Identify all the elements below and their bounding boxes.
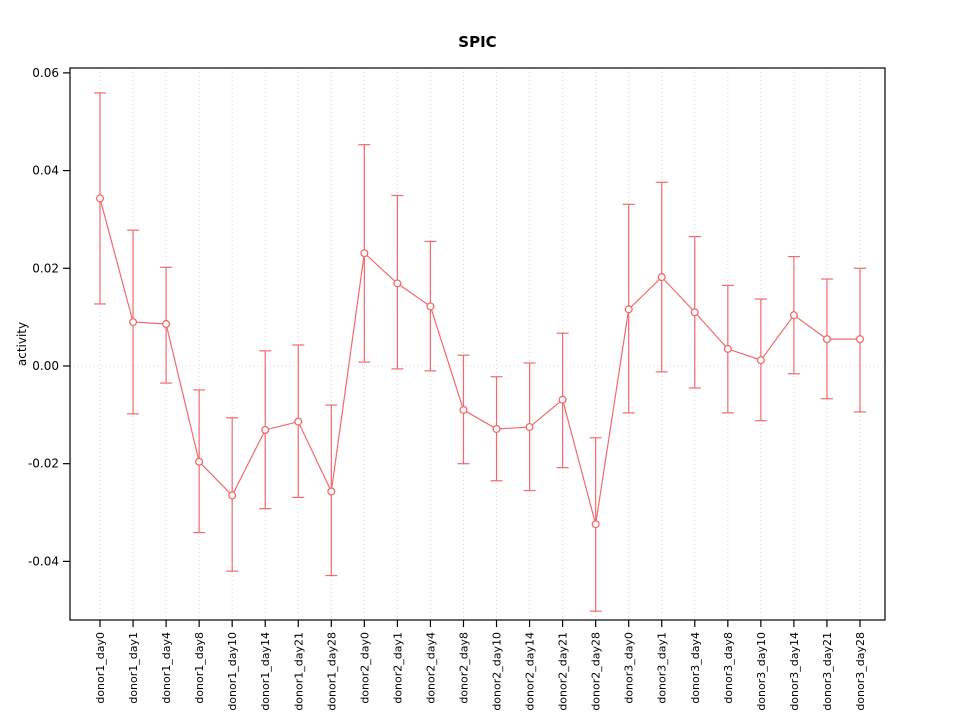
data-point (393, 279, 402, 288)
data-point (591, 520, 600, 529)
data-point (558, 395, 567, 404)
data-point (624, 305, 633, 314)
data-point (95, 194, 105, 203)
data-point (195, 457, 204, 466)
x-tick-label: donor2_day0 (358, 632, 371, 704)
x-tick-label: donor3_day21 (821, 632, 834, 711)
x-tick-label: donor3_day10 (755, 632, 768, 711)
x-tick-label: donor3_day1 (656, 632, 669, 704)
data-point (128, 317, 138, 327)
data-point (261, 425, 270, 435)
data-point (459, 405, 468, 414)
x-tick-label: donor2_day4 (424, 632, 437, 704)
data-point (360, 249, 369, 258)
x-tick-label: donor2_day8 (457, 632, 470, 704)
data-point (756, 356, 765, 365)
x-tick-label: donor3_day4 (689, 632, 702, 704)
x-tick-label: donor2_day1 (391, 632, 404, 704)
data-point (855, 335, 865, 344)
x-tick-label: donor3_day14 (788, 632, 801, 711)
y-tick-label: 0.04 (32, 164, 59, 178)
y-tick-label: -0.02 (28, 457, 59, 471)
data-point (723, 344, 732, 353)
x-tick-label: donor3_day0 (623, 632, 636, 704)
data-point (327, 487, 336, 496)
y-axis-label: activity (15, 322, 29, 366)
data-point (789, 311, 798, 320)
plot-border (69, 67, 886, 621)
x-tick-label: donor2_day28 (590, 632, 603, 711)
y-tick-label: 0.06 (32, 66, 59, 80)
x-tick-label: donor1_day0 (94, 632, 107, 704)
data-point (162, 319, 171, 329)
x-tick-label: donor1_day14 (259, 632, 272, 711)
x-tick-label: donor1_day8 (193, 632, 206, 704)
x-tick-label: donor3_day28 (854, 632, 867, 711)
y-tick-label: -0.04 (28, 554, 59, 568)
x-tick-label: donor1_day4 (160, 632, 173, 704)
x-tick-label: donor1_day1 (127, 632, 140, 704)
data-point (228, 491, 237, 500)
chart-title: SPIC (458, 33, 496, 51)
x-tick-label: donor1_day10 (226, 632, 239, 711)
x-tick-label: donor2_day10 (491, 632, 504, 711)
data-point (822, 335, 832, 344)
x-tick-label: donor2_day14 (524, 632, 537, 711)
data-point (294, 417, 303, 426)
data-point (657, 273, 666, 282)
data-point (492, 424, 501, 434)
data-point (690, 308, 699, 317)
x-tick-label: donor2_day21 (557, 632, 570, 711)
data-point (426, 302, 435, 311)
y-tick-label: 0.00 (32, 359, 59, 373)
series-line (99, 198, 860, 525)
x-tick-label: donor1_day21 (292, 632, 305, 711)
data-point (525, 422, 534, 432)
x-tick-label: donor3_day8 (722, 632, 735, 704)
y-tick-label: 0.02 (32, 261, 59, 275)
x-tick-label: donor1_day28 (325, 632, 338, 711)
